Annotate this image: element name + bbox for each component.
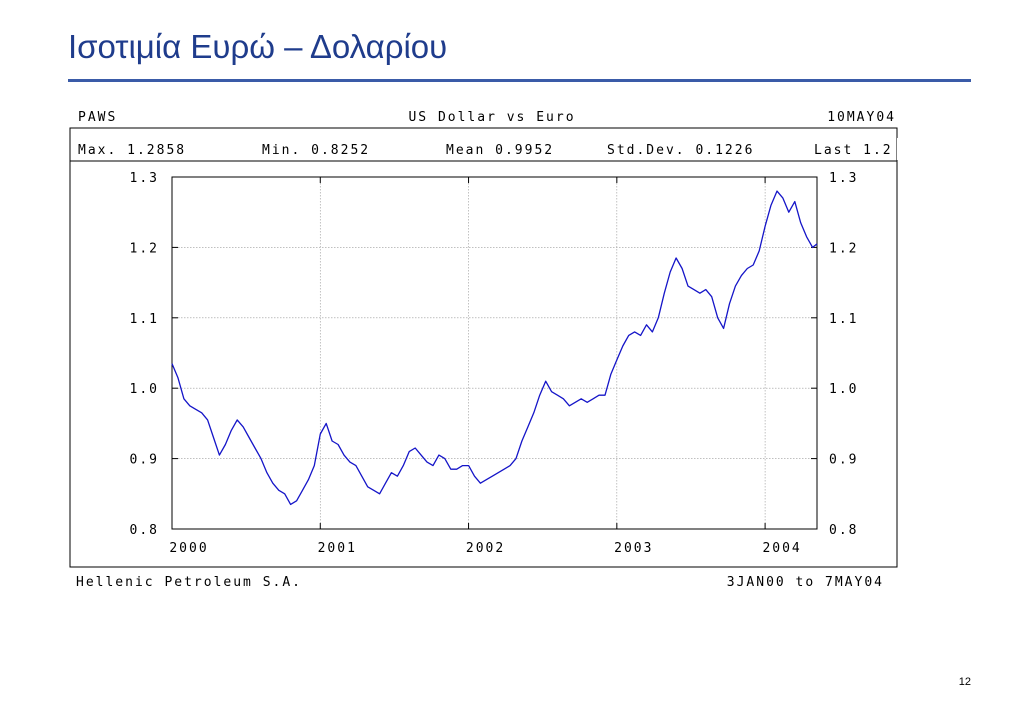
y-tick-label-left: 1.1 — [130, 312, 159, 327]
y-tick-label-left: 1.0 — [130, 382, 159, 397]
y-tick-label-right: 1.3 — [829, 171, 858, 186]
chart-header-date: 10MAY04 — [827, 110, 896, 125]
plot-area — [171, 176, 818, 530]
stat-std-dev: Std.Dev. 0.1226 — [607, 143, 754, 158]
grid-layer — [172, 177, 817, 529]
x-tick-label: 2002 — [466, 541, 505, 556]
y-tick-label-left: 1.2 — [130, 241, 159, 256]
tick-layer — [171, 176, 817, 530]
x-tick-label: 2000 — [169, 541, 208, 556]
chart-footer-right: 3JAN00 to 7MAY04 — [727, 575, 884, 590]
stat-last: Last 1.2 — [814, 143, 893, 158]
x-tick-label: 2001 — [318, 541, 357, 556]
axis-label-layer: 1.3 1.3 1.2 1.2 1.1 1.1 1.0 1.0 0.9 0.9 0.8 0.8 2000… — [130, 171, 858, 556]
x-tick-label: 2003 — [614, 541, 653, 556]
title-divider — [68, 79, 971, 82]
y-tick-label-left: 1.3 — [130, 171, 159, 186]
chart-frame — [69, 127, 898, 568]
stat-mean: Mean 0.9952 — [446, 143, 554, 158]
y-tick-label-right: 0.8 — [829, 523, 858, 538]
y-tick-label-right: 1.2 — [829, 241, 858, 256]
stats-clip-mask — [897, 138, 937, 160]
y-tick-label-left: 0.8 — [130, 523, 159, 538]
y-tick-label-left: 0.9 — [130, 453, 159, 468]
page-number: 12 — [958, 676, 971, 688]
y-tick-label-right: 1.1 — [829, 312, 858, 327]
chart-title: US Dollar vs Euro — [408, 110, 575, 125]
slide-title: Ισοτιμία Ευρώ – Δολαρίου — [68, 28, 448, 65]
chart-footer-left: Hellenic Petroleum S.A. — [76, 575, 302, 590]
stat-min: Min. 0.8252 — [262, 143, 370, 158]
chart-header-left: PAWS — [78, 110, 117, 125]
x-tick-label: 2004 — [762, 541, 801, 556]
stat-max: Max. 1.2858 — [78, 143, 186, 158]
series-line-usd-vs-eur — [171, 190, 818, 506]
y-tick-label-right: 0.9 — [829, 453, 858, 468]
y-tick-label-right: 1.0 — [829, 382, 858, 397]
